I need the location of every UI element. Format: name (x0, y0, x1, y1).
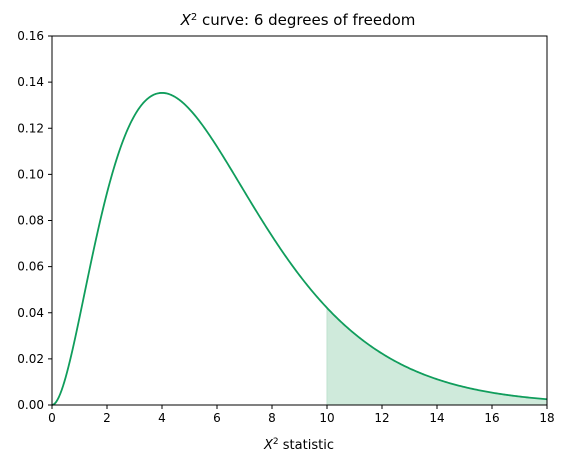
title-superscript: 2 (191, 12, 197, 23)
x-tick-label: 16 (484, 411, 499, 425)
x-axis-label: X2 statistic (263, 437, 334, 453)
series-line-chi-square (51, 91, 548, 406)
y-tick-label: 0.08 (17, 214, 44, 228)
x-tick-label: 0 (48, 411, 56, 425)
x-tick-label: 8 (268, 411, 276, 425)
xlabel-text: statistic (279, 438, 334, 453)
y-tick-label: 0.10 (17, 167, 44, 181)
y-tick-label: 0.00 (17, 398, 44, 412)
y-tick-label: 0.02 (17, 352, 44, 366)
x-tick-label: 4 (158, 411, 166, 425)
xlabel-variable: X (263, 438, 274, 453)
axes-frame (51, 35, 548, 406)
y-tick-label: 0.04 (17, 306, 44, 320)
y-tick-label: 0.06 (17, 260, 44, 274)
y-tick-label: 0.12 (17, 121, 44, 135)
xlabel-superscript: 2 (273, 437, 279, 447)
x-tick-label: 18 (539, 411, 554, 425)
x-tick-label: 10 (319, 411, 334, 425)
shaded-tail-area (327, 307, 547, 405)
y-tick-label: 0.14 (17, 75, 44, 89)
title-text: curve: 6 degrees of freedom (197, 11, 415, 29)
title-variable: X (180, 11, 192, 29)
x-tick-label: 6 (213, 411, 221, 425)
plot-area: 0 2 4 6 8 10 12 14 16 18 0.00 0.02 0.04 0.06 0.08 0.10 0… (17, 29, 554, 425)
x-tick-label: 2 (103, 411, 111, 425)
x-tick-label: 14 (429, 411, 444, 425)
x-tick-label: 12 (374, 411, 389, 425)
y-tick-label: 0.16 (17, 29, 44, 43)
chart-title: X2 curve: 6 degrees of freedom (180, 11, 416, 29)
